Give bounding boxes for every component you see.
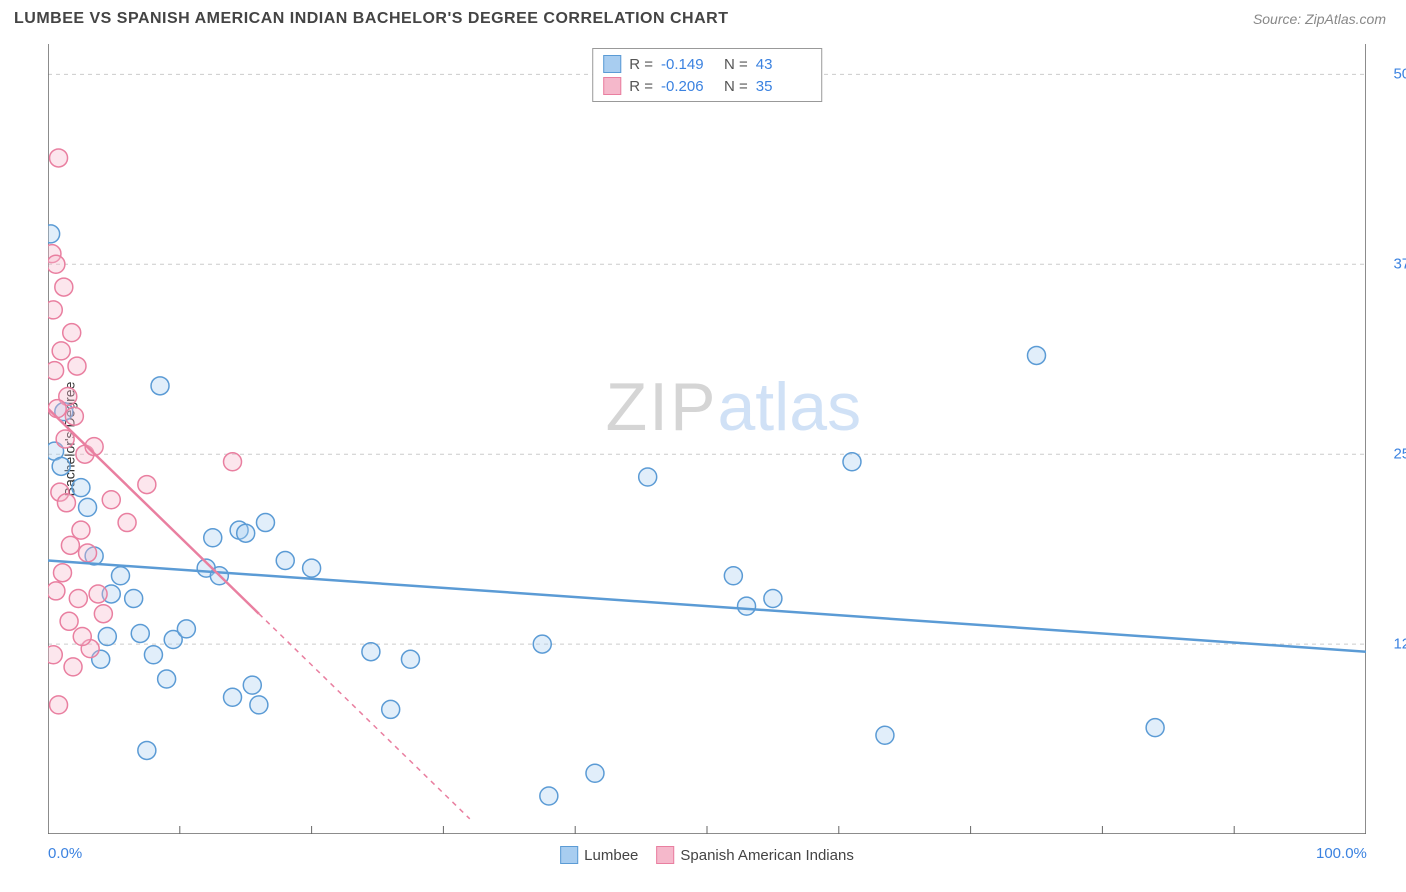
source-label: Source: ZipAtlas.com xyxy=(1253,11,1386,27)
scatter-plot xyxy=(48,44,1366,834)
y-tick-label: 50.0% xyxy=(1393,66,1406,83)
stats-box: R = -0.149 N = 43 R = -0.206 N = 35 xyxy=(592,48,822,102)
legend-swatch xyxy=(560,846,578,864)
legend-item: Lumbee xyxy=(560,846,638,864)
stat-r-value: -0.149 xyxy=(661,56,716,73)
x-tick-label: 0.0% xyxy=(48,845,82,862)
chart-area: Bachelor's Degree ZIPatlas R = -0.149 N … xyxy=(48,44,1366,834)
stat-r-value: -0.206 xyxy=(661,78,716,95)
legend-swatch xyxy=(656,846,674,864)
chart-header: LUMBEE VS SPANISH AMERICAN INDIAN BACHEL… xyxy=(0,0,1406,36)
y-tick-label: 12.5% xyxy=(1393,636,1406,653)
stat-r-label: R = xyxy=(629,78,653,95)
stats-row: R = -0.206 N = 35 xyxy=(603,75,811,97)
y-tick-label: 37.5% xyxy=(1393,256,1406,273)
legend-label: Spanish American Indians xyxy=(680,847,853,864)
stat-r-label: R = xyxy=(629,56,653,73)
stat-n-value: 43 xyxy=(756,56,811,73)
stat-n-label: N = xyxy=(724,56,748,73)
stats-swatch xyxy=(603,55,621,73)
legend-item: Spanish American Indians xyxy=(656,846,853,864)
x-tick-label: 100.0% xyxy=(1316,845,1367,862)
chart-title: LUMBEE VS SPANISH AMERICAN INDIAN BACHEL… xyxy=(14,10,728,28)
stat-n-value: 35 xyxy=(756,78,811,95)
y-tick-label: 25.0% xyxy=(1393,446,1406,463)
legend-label: Lumbee xyxy=(584,847,638,864)
stats-swatch xyxy=(603,77,621,95)
stats-row: R = -0.149 N = 43 xyxy=(603,53,811,75)
legend-bottom: Lumbee Spanish American Indians xyxy=(560,846,854,864)
stat-n-label: N = xyxy=(724,78,748,95)
